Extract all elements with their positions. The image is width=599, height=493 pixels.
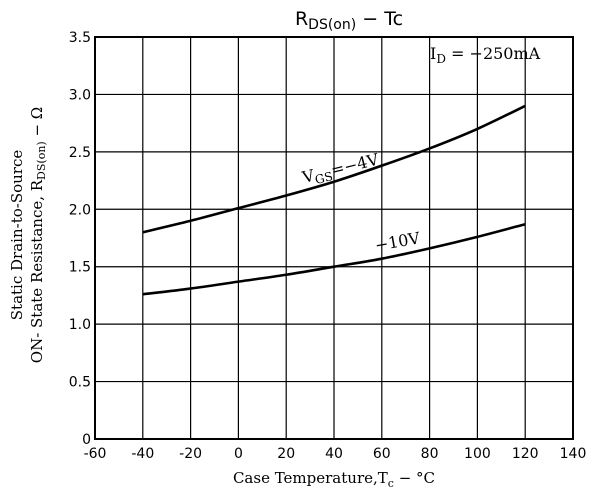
x-axis-label-rest: − °C: [394, 469, 435, 487]
y-tick-labels: 0 0.5 1.0 1.5 2.0 2.5 3.0 3.5: [69, 30, 91, 448]
series-line-0: [142, 104, 526, 234]
series-label-vgs-sub: GS: [314, 169, 335, 187]
x-axis-label: Case Temperature,Tc − °C: [233, 469, 435, 490]
y-axis-label-line2-sub: DS(on): [35, 141, 48, 180]
x-tick-label-1: -40: [131, 446, 154, 462]
chart-title-rest: − Tc: [356, 8, 403, 30]
y-tick-label-2: 1.0: [69, 317, 91, 333]
x-tick-labels: -60 -40 -20 0 20 40 60 80 100 120 140: [84, 446, 587, 462]
x-tick-label-10: 140: [560, 446, 587, 462]
x-axis-label-main: Case Temperature,T: [233, 469, 388, 487]
x-tick-label-9: 120: [512, 446, 539, 462]
x-tick-label-7: 80: [421, 446, 439, 462]
chart-title: RDS(on) − Tc: [295, 8, 403, 33]
grid-lines: [94, 36, 574, 440]
x-tick-label-4: 20: [277, 446, 295, 462]
y-axis-label-line2-main: ON- State Resistance, R: [28, 179, 46, 363]
plot-frame: [94, 36, 574, 440]
x-tick-label-0: -60: [84, 446, 107, 462]
y-tick-label-6: 3.0: [69, 87, 91, 103]
condition-sub: D: [436, 52, 446, 66]
x-axis-label-sub: c: [388, 477, 394, 490]
chart-title-main: R: [295, 8, 308, 30]
y-tick-label-1: 0.5: [69, 375, 91, 391]
chart-title-sub: DS(on): [308, 17, 356, 33]
condition-rest: = −250mA: [446, 44, 541, 63]
y-tick-label-3: 1.5: [69, 260, 91, 276]
y-axis-label-line2: ON- State Resistance, RDS(on) − Ω: [28, 107, 48, 363]
y-axis-label-line2-rest: − Ω: [28, 107, 46, 142]
condition-main: I: [430, 44, 436, 63]
series-label-vgs-4v: VGS=−4V: [299, 149, 381, 190]
x-tick-label-3: 0: [234, 446, 243, 462]
x-tick-label-5: 40: [325, 446, 343, 462]
drain-current-condition: ID = −250mA: [430, 44, 541, 66]
series-label-vgs-main: V: [299, 166, 316, 188]
series-lines: [142, 104, 526, 296]
y-tick-label-4: 2.0: [69, 202, 91, 218]
x-tick-label-6: 60: [373, 446, 391, 462]
y-axis-label-line1: Static Drain-to-Source: [8, 150, 26, 321]
y-tick-label-0: 0: [82, 432, 91, 448]
y-tick-label-5: 2.5: [69, 145, 91, 161]
series-line-1: [142, 222, 526, 296]
x-tick-label-8: 100: [464, 446, 491, 462]
y-tick-label-7: 3.5: [69, 30, 91, 46]
x-tick-label-2: -20: [179, 446, 202, 462]
